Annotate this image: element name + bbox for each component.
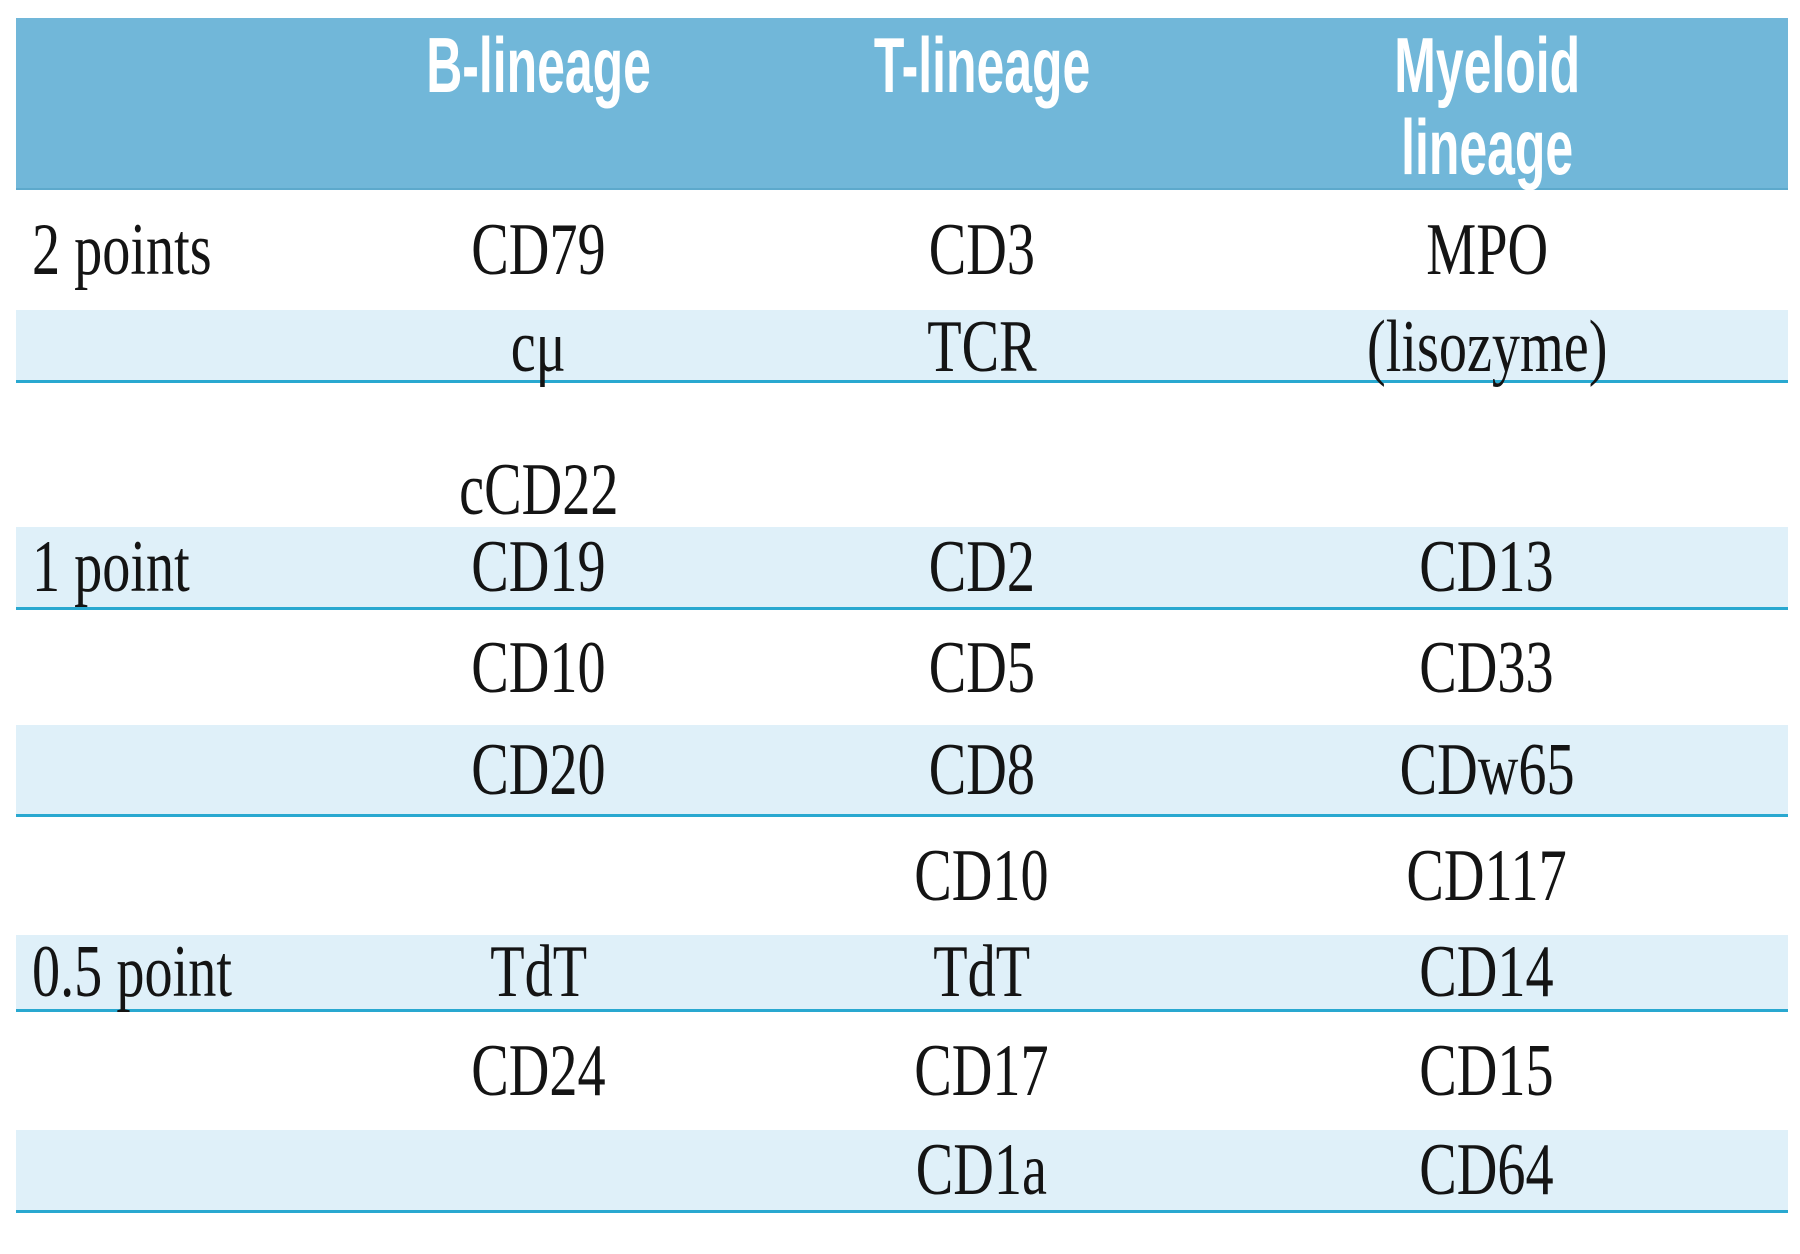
myeloid-cell: CD15 (1186, 1034, 1788, 1108)
table-row: cμ TCR (lisozyme) (16, 310, 1788, 384)
score-cell (16, 1062, 300, 1080)
table-row: CD20 CD8 CDw65 (16, 725, 1788, 817)
marker-value: TCR (927, 306, 1037, 388)
table-row: cCD22 (16, 452, 1788, 527)
t-lineage-cell: CD3 (778, 213, 1186, 287)
marker-value: CD10 (471, 626, 606, 709)
myeloid-cell: CD117 (1186, 839, 1788, 913)
score-cell (16, 409, 300, 427)
score-cell: 0.5 point (16, 935, 300, 1009)
score-cell (16, 338, 300, 356)
marker-value: cCD22 (459, 448, 619, 531)
marker-value: CD1a (916, 1129, 1048, 1211)
table-row: CD10 CD5 CD33 (16, 610, 1788, 725)
t-lineage-cell: CD17 (778, 1034, 1186, 1108)
b-lineage-cell (300, 409, 778, 427)
marker-value: CD19 (471, 526, 606, 608)
score-cell: 1 point (16, 530, 300, 604)
header-myeloid-lineage-label: Myeloid lineage (1393, 21, 1580, 191)
marker-value: TdT (490, 931, 588, 1013)
b-lineage-cell (300, 1161, 778, 1179)
marker-value: CD33 (1419, 626, 1554, 709)
table-row-2-points: 2 points CD79 CD3 MPO (16, 190, 1788, 310)
b-lineage-cell: CD20 (300, 733, 778, 807)
score-cell (16, 1161, 300, 1179)
t-lineage-cell: CD10 (778, 839, 1186, 913)
b-lineage-cell: CD19 (300, 530, 778, 604)
marker-value: (lisozyme) (1366, 306, 1607, 388)
myeloid-cell: (lisozyme) (1186, 310, 1788, 384)
table-row-spacer (16, 383, 1788, 452)
marker-value: CD64 (1419, 1129, 1554, 1211)
myeloid-cell: CDw65 (1186, 733, 1788, 807)
b-lineage-cell: CD10 (300, 631, 778, 705)
marker-value: CDw65 (1399, 728, 1575, 811)
t-lineage-cell (778, 481, 1186, 499)
marker-value: CD2 (928, 526, 1035, 608)
myeloid-cell (1186, 481, 1788, 499)
marker-value: CD79 (471, 209, 606, 291)
myeloid-cell: CD14 (1186, 935, 1788, 1009)
lineage-scoring-table: B-lineage T-lineage Myeloid lineage 2 po… (16, 18, 1788, 1213)
score-cell (16, 867, 300, 885)
marker-value: CD14 (1419, 931, 1554, 1013)
t-lineage-cell: CD5 (778, 631, 1186, 705)
table-row-1-point: 1 point CD19 CD2 CD13 (16, 527, 1788, 610)
header-t-lineage-label: T-lineage (873, 21, 1090, 109)
marker-value: CD17 (914, 1030, 1049, 1112)
t-lineage-cell: CD8 (778, 733, 1186, 807)
score-cell (16, 481, 300, 499)
header-b-lineage: B-lineage (300, 18, 778, 106)
b-lineage-cell: CD79 (300, 213, 778, 287)
table-row: CD24 CD17 CD15 (16, 1012, 1788, 1130)
header-row: B-lineage T-lineage Myeloid lineage (16, 18, 1788, 190)
header-b-lineage-label: B-lineage (426, 21, 652, 109)
marker-value: CD8 (928, 728, 1035, 811)
myeloid-cell: MPO (1186, 213, 1788, 287)
marker-value: TdT (933, 931, 1031, 1013)
myeloid-cell (1186, 409, 1788, 427)
header-t-lineage: T-lineage (778, 18, 1186, 106)
b-lineage-cell: cμ (300, 310, 778, 384)
t-lineage-cell: CD1a (778, 1133, 1186, 1207)
table-row-half-point: 0.5 point TdT TdT CD14 (16, 935, 1788, 1012)
myeloid-cell: CD13 (1186, 530, 1788, 604)
marker-value: CD3 (928, 209, 1035, 291)
marker-value: CD5 (928, 626, 1035, 709)
header-score-column (16, 18, 300, 36)
b-lineage-cell: CD24 (300, 1034, 778, 1108)
score-cell (16, 659, 300, 677)
t-lineage-cell (778, 409, 1186, 427)
marker-value: CD10 (914, 835, 1049, 917)
score-label: 2 points (32, 209, 212, 291)
marker-value: MPO (1425, 209, 1548, 291)
myeloid-cell: CD33 (1186, 631, 1788, 705)
marker-value: CD15 (1419, 1030, 1554, 1112)
header-myeloid-lineage: Myeloid lineage (1186, 18, 1788, 188)
table-row: CD10 CD117 (16, 817, 1788, 935)
marker-value: CD117 (1406, 835, 1567, 917)
marker-value: CD20 (471, 728, 606, 811)
myeloid-cell: CD64 (1186, 1133, 1788, 1207)
marker-value: CD13 (1419, 526, 1554, 608)
marker-value: CD24 (471, 1030, 606, 1112)
t-lineage-cell: TdT (778, 935, 1186, 1009)
b-lineage-cell (300, 867, 778, 885)
score-cell: 2 points (16, 213, 300, 287)
t-lineage-cell: TCR (778, 310, 1186, 384)
b-lineage-cell: TdT (300, 935, 778, 1009)
table-row: CD1a CD64 (16, 1130, 1788, 1213)
score-cell (16, 761, 300, 779)
score-label: 1 point (32, 526, 190, 608)
t-lineage-cell: CD2 (778, 530, 1186, 604)
score-label: 0.5 point (32, 931, 232, 1013)
marker-value: cμ (511, 306, 567, 388)
b-lineage-cell: cCD22 (300, 453, 778, 527)
